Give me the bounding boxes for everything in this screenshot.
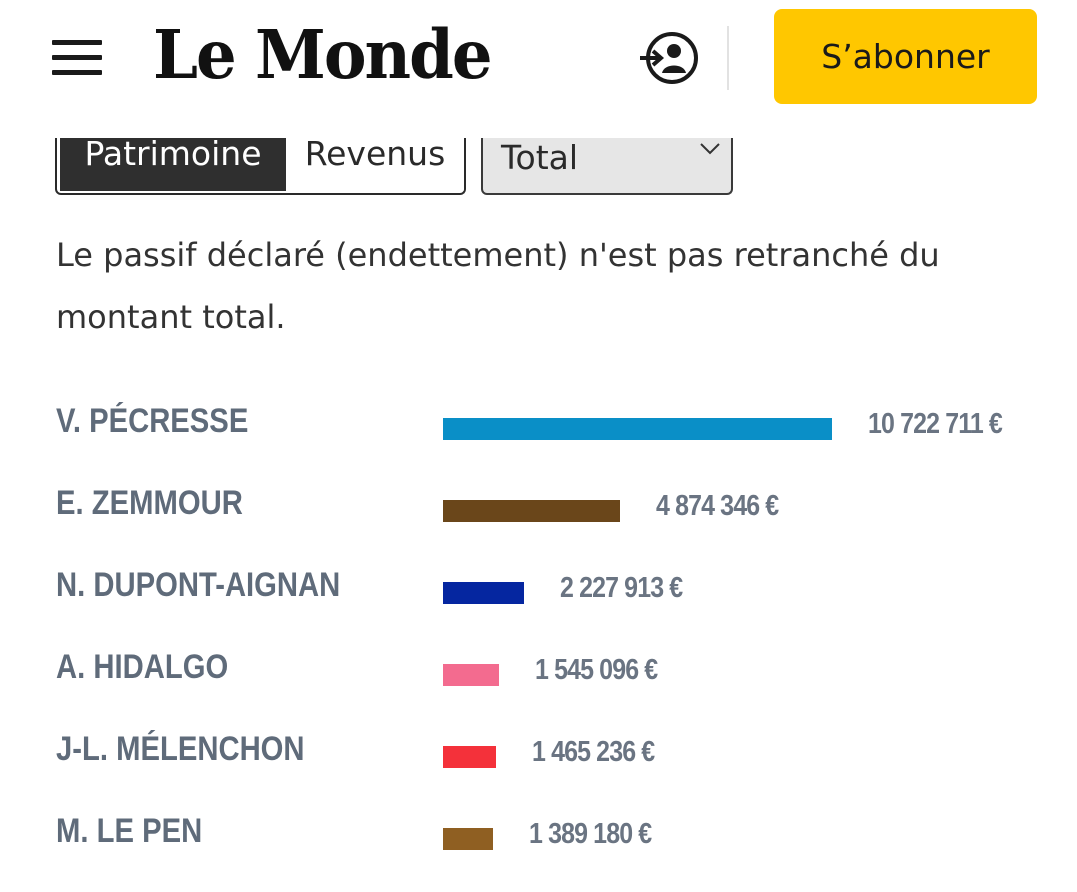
site-header: Le Monde S’abonner xyxy=(0,0,1077,118)
data-type-toggle: Patrimoine Revenus xyxy=(55,118,466,195)
value-label: 2 227 913 € xyxy=(560,572,683,604)
category-label: N. DUPONT-AIGNAN xyxy=(56,566,341,604)
bar xyxy=(443,418,832,440)
value-label: 1 545 096 € xyxy=(535,654,658,686)
category-label: J-L. MÉLENCHON xyxy=(56,730,305,768)
category-label: E. ZEMMOUR xyxy=(56,484,243,522)
bar xyxy=(443,582,524,604)
bar xyxy=(443,746,496,768)
bar-row: J-L. MÉLENCHON 1 465 236 € xyxy=(0,708,1077,790)
toggle-revenus[interactable]: Revenus xyxy=(286,118,464,191)
bar xyxy=(443,828,493,850)
chevron-down-icon xyxy=(700,143,720,155)
value-label: 10 722 711 € xyxy=(868,408,1003,440)
site-logo[interactable]: Le Monde xyxy=(153,16,493,95)
total-select[interactable]: Total xyxy=(481,118,733,195)
value-label: 1 389 180 € xyxy=(529,818,652,850)
value-label: 4 874 346 € xyxy=(656,490,779,522)
bar-row: N. DUPONT-AIGNAN 2 227 913 € xyxy=(0,544,1077,626)
account-login-icon[interactable] xyxy=(638,32,700,84)
bar xyxy=(443,664,499,686)
chart-note: Le passif déclaré (endettement) n'est pa… xyxy=(56,236,940,336)
category-label: A. HIDALGO xyxy=(56,648,229,686)
hamburger-menu-icon[interactable] xyxy=(52,40,102,76)
value-label: 1 465 236 € xyxy=(532,736,655,768)
bar-row: V. PÉCRESSE 10 722 711 € xyxy=(0,380,1077,462)
bar-row: A. HIDALGO 1 545 096 € xyxy=(0,626,1077,708)
bar-row: M. LE PEN 1 389 180 € xyxy=(0,790,1077,872)
select-value: Total xyxy=(501,138,579,177)
header-divider xyxy=(727,26,729,90)
bar-row: E. ZEMMOUR 4 874 346 € xyxy=(0,462,1077,544)
category-label: V. PÉCRESSE xyxy=(56,402,249,440)
bar xyxy=(443,500,620,522)
bar-chart: V. PÉCRESSE 10 722 711 € E. ZEMMOUR 4 874 3… xyxy=(0,380,1077,892)
category-label: M. LE PEN xyxy=(56,812,203,850)
subscribe-button[interactable]: S’abonner xyxy=(774,9,1037,104)
toggle-patrimoine[interactable]: Patrimoine xyxy=(60,118,286,191)
